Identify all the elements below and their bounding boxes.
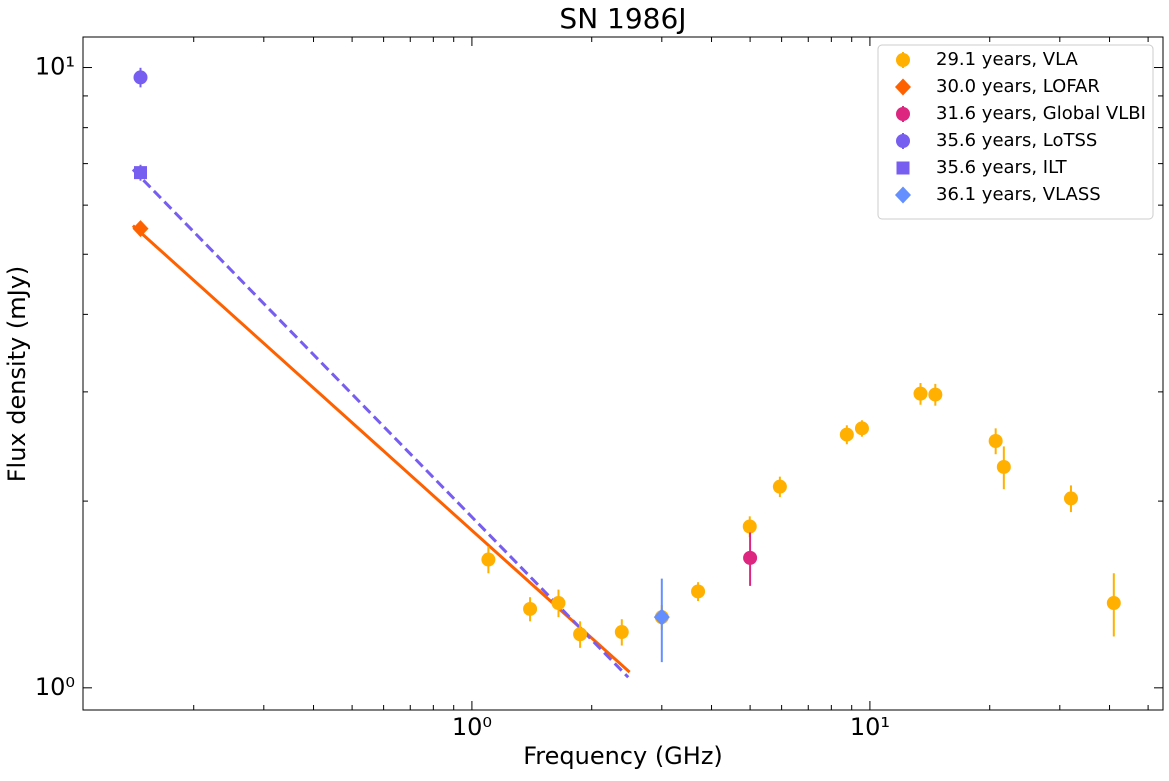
- marker: [743, 550, 758, 565]
- marker: [996, 459, 1011, 474]
- marker: [653, 608, 670, 626]
- plot-frame: [82, 36, 1164, 711]
- legend-label: 30.0 years, LOFAR: [936, 76, 1100, 97]
- legend-label: 35.6 years, ILT: [936, 157, 1068, 178]
- fit-line: [131, 168, 630, 679]
- marker: [481, 552, 496, 567]
- marker: [839, 427, 854, 442]
- y-tick-label: 10⁰: [35, 673, 75, 701]
- marker: [928, 387, 943, 402]
- legend-label: 36.1 years, VLASS: [936, 184, 1101, 205]
- marker: [1063, 491, 1078, 506]
- marker: [551, 596, 566, 611]
- marker: [772, 479, 787, 494]
- y-axis-label: Flux density (mJy): [3, 266, 31, 483]
- fit-line: [131, 224, 631, 674]
- chart-title: SN 1986J: [559, 2, 686, 35]
- marker: [742, 519, 757, 534]
- legend-box: [877, 44, 1154, 220]
- x-tick-label: 10¹: [850, 713, 890, 741]
- marker: [132, 220, 149, 238]
- marker: [988, 433, 1003, 448]
- marker: [913, 386, 928, 401]
- marker: [691, 584, 706, 599]
- legend-label: 31.6 years, Global VLBI: [936, 103, 1146, 124]
- marker: [895, 78, 911, 96]
- legend-label: 35.6 years, LoTSS: [936, 130, 1097, 151]
- y-tick-label: 10¹: [35, 53, 75, 81]
- marker: [896, 53, 910, 67]
- marker: [573, 627, 588, 642]
- marker: [134, 166, 148, 180]
- legend-label: 29.1 years, VLA: [936, 49, 1079, 70]
- marker: [133, 70, 148, 85]
- marker: [896, 134, 910, 148]
- marker: [523, 601, 538, 616]
- marker: [895, 186, 911, 204]
- marker: [896, 107, 910, 121]
- x-tick-label: 10⁰: [452, 713, 492, 741]
- x-axis-label: Frequency (GHz): [523, 742, 723, 770]
- marker: [896, 161, 910, 175]
- marker: [614, 625, 629, 640]
- marker: [1106, 596, 1121, 611]
- marker: [854, 421, 869, 436]
